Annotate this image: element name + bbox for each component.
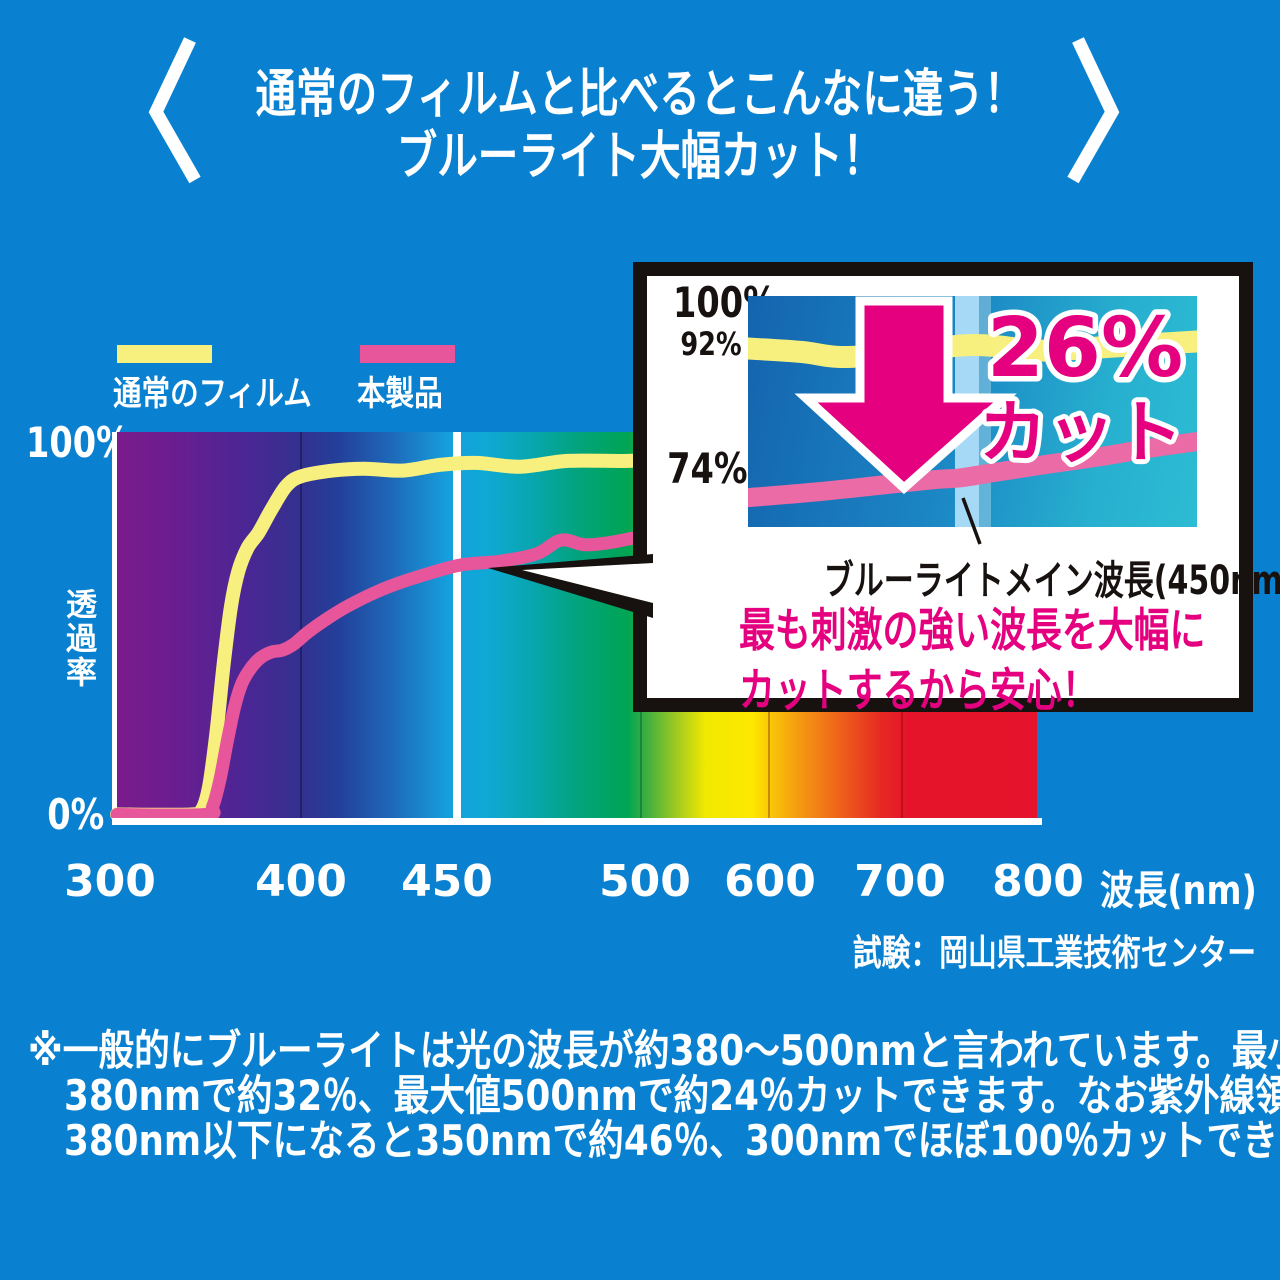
- x-tick-500: 500: [599, 856, 691, 907]
- x-tick-800: 800: [992, 856, 1084, 907]
- inset-curve-product: [748, 432, 1197, 508]
- y-axis-title: 透過率: [60, 588, 96, 690]
- x-tick-700: 700: [854, 856, 946, 907]
- x-axis-line: [112, 818, 1042, 825]
- inset-label-92: 92%: [680, 325, 742, 363]
- x-axis-title: 波長(nm): [1100, 868, 1257, 914]
- cut-percentage-text: 26%: [987, 301, 1183, 396]
- footnote-line3: 380nm以下になると350nmで約46％、300nmでほぼ100％カットできま…: [64, 1116, 1280, 1165]
- inset-label-100: 100%: [672, 278, 777, 327]
- legend-swatch-product: [360, 345, 455, 363]
- gridline-400nm: [300, 432, 302, 818]
- inset-label-74: 74%: [667, 444, 748, 493]
- page-title-line1: 通常のフィルムと比べるとこんなに違う！: [255, 65, 1025, 125]
- inset-zoom-chart: 26% カット: [748, 296, 1197, 527]
- left-angle-bracket-icon: [148, 37, 201, 184]
- legend-label-normal-film: 通常のフィルム: [113, 374, 312, 414]
- wavelength-label: ブルーライトメイン波長(450nm): [823, 558, 1280, 604]
- cut-word-text: カット: [979, 394, 1183, 473]
- x-tick-600: 600: [724, 856, 816, 907]
- y-axis-label-0: 0%: [46, 790, 104, 839]
- inset-curve-normal-film: [748, 330, 1197, 369]
- x-tick-300: 300: [64, 856, 156, 907]
- y-axis-label-100: 100%: [25, 418, 130, 467]
- inset-curves: 26% カット: [748, 296, 1197, 508]
- test-source-credit: 試験：岡山県工業技術センター: [852, 933, 1256, 974]
- page-title-line2: ブルーライト大幅カット！: [396, 127, 884, 187]
- inset-note-line2: カットするから安心！: [739, 663, 1098, 717]
- legend-swatch-normal-film: [117, 345, 212, 363]
- cut-arrow-icon: [794, 296, 1017, 495]
- legend-label-product: 本製品: [357, 374, 443, 414]
- x-tick-450: 450: [401, 856, 493, 907]
- callout-wedge-icon: [488, 554, 653, 618]
- highlight-line-450nm: [453, 432, 461, 818]
- chart-left-border: [112, 432, 117, 818]
- inset-note-line1: 最も刺激の強い波長を大幅に: [739, 603, 1206, 657]
- inset-callout-box: 100% 92% 74% 26% カット: [633, 262, 1280, 717]
- right-angle-bracket-icon: [1067, 37, 1120, 184]
- x-tick-400: 400: [255, 856, 347, 907]
- footnote-line2: 380nmで約32％、最大値500nmで約24％カットできます。なお紫外線領域: [64, 1071, 1280, 1120]
- footnote-line1: ※一般的にブルーライトは光の波長が約380〜500nmと言われています。最小値: [28, 1026, 1280, 1075]
